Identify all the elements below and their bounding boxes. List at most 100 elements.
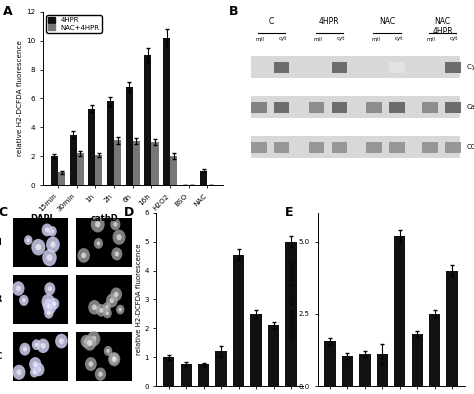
FancyBboxPatch shape	[422, 102, 438, 113]
FancyBboxPatch shape	[422, 141, 438, 152]
Ellipse shape	[77, 248, 90, 263]
Ellipse shape	[52, 301, 56, 306]
FancyBboxPatch shape	[251, 56, 460, 78]
Ellipse shape	[89, 361, 93, 367]
Ellipse shape	[92, 305, 97, 310]
Text: m/l: m/l	[313, 36, 322, 41]
Bar	[13, 218, 68, 266]
Ellipse shape	[33, 370, 36, 374]
Ellipse shape	[17, 369, 22, 375]
FancyBboxPatch shape	[366, 141, 382, 152]
Ellipse shape	[27, 238, 30, 242]
Bar	[77, 153, 84, 185]
FancyBboxPatch shape	[274, 62, 290, 73]
Ellipse shape	[23, 347, 27, 352]
Ellipse shape	[87, 331, 100, 346]
Ellipse shape	[45, 227, 49, 232]
FancyBboxPatch shape	[251, 141, 266, 152]
Ellipse shape	[32, 339, 41, 350]
Ellipse shape	[59, 338, 64, 344]
Ellipse shape	[41, 343, 46, 349]
Ellipse shape	[112, 356, 116, 361]
Ellipse shape	[91, 336, 96, 342]
Ellipse shape	[47, 311, 51, 315]
Bar	[324, 341, 336, 386]
Text: HPR: HPR	[0, 295, 2, 304]
Ellipse shape	[55, 334, 68, 348]
Ellipse shape	[96, 304, 107, 317]
FancyBboxPatch shape	[251, 136, 460, 158]
Bar	[76, 218, 132, 266]
Bar	[216, 351, 227, 386]
Ellipse shape	[81, 253, 86, 258]
FancyBboxPatch shape	[251, 102, 266, 113]
Ellipse shape	[98, 372, 103, 377]
Ellipse shape	[42, 294, 55, 310]
Ellipse shape	[47, 303, 52, 310]
Text: Cyt c: Cyt c	[467, 64, 474, 70]
Ellipse shape	[118, 308, 122, 312]
Ellipse shape	[94, 238, 103, 249]
Ellipse shape	[106, 349, 110, 353]
Bar	[114, 140, 121, 185]
Ellipse shape	[97, 241, 100, 245]
Text: C: C	[0, 206, 7, 219]
FancyBboxPatch shape	[389, 62, 405, 73]
Ellipse shape	[29, 357, 41, 372]
Text: COXIV: COXIV	[467, 144, 474, 150]
Ellipse shape	[83, 335, 96, 351]
Bar	[411, 334, 423, 386]
Bar	[394, 236, 405, 386]
Bar	[13, 275, 68, 324]
Ellipse shape	[47, 286, 52, 291]
Ellipse shape	[116, 305, 124, 314]
Ellipse shape	[30, 367, 39, 377]
FancyBboxPatch shape	[309, 102, 324, 113]
Ellipse shape	[91, 216, 105, 232]
Text: B: B	[229, 5, 238, 18]
Ellipse shape	[112, 357, 117, 362]
FancyBboxPatch shape	[389, 141, 405, 152]
FancyBboxPatch shape	[389, 102, 405, 113]
Ellipse shape	[103, 302, 111, 312]
Bar	[13, 333, 68, 381]
Bar	[76, 333, 132, 381]
Ellipse shape	[113, 222, 118, 227]
Text: m/l: m/l	[427, 36, 436, 41]
Bar	[359, 354, 371, 386]
Bar	[285, 242, 297, 386]
Ellipse shape	[110, 218, 120, 230]
Ellipse shape	[85, 357, 97, 371]
Text: DAPI: DAPI	[31, 214, 53, 223]
Bar	[233, 255, 244, 386]
FancyBboxPatch shape	[331, 141, 347, 152]
Text: cyt: cyt	[337, 36, 345, 41]
Bar	[95, 155, 102, 185]
FancyBboxPatch shape	[331, 62, 347, 73]
Ellipse shape	[31, 239, 46, 255]
Ellipse shape	[12, 281, 25, 296]
Y-axis label: cytosolic cyt c (ng/ml): cytosolic cyt c (ng/ml)	[290, 260, 296, 338]
Ellipse shape	[105, 305, 109, 309]
Ellipse shape	[37, 338, 49, 353]
FancyBboxPatch shape	[366, 102, 382, 113]
Bar	[198, 364, 210, 386]
FancyBboxPatch shape	[445, 141, 461, 152]
FancyBboxPatch shape	[445, 62, 461, 73]
Ellipse shape	[43, 299, 56, 314]
Ellipse shape	[50, 242, 55, 248]
Bar	[144, 55, 151, 185]
Y-axis label: relative H2-DCFDA fluorescence: relative H2-DCFDA fluorescence	[17, 41, 23, 156]
Ellipse shape	[110, 288, 122, 301]
Ellipse shape	[104, 346, 112, 356]
Text: cathD: cathD	[91, 214, 118, 223]
Bar	[342, 356, 353, 386]
Text: A: A	[3, 5, 13, 18]
Ellipse shape	[111, 247, 122, 260]
Ellipse shape	[42, 223, 53, 236]
Ellipse shape	[33, 363, 45, 376]
Ellipse shape	[46, 236, 60, 253]
Bar	[133, 141, 140, 185]
Bar	[70, 135, 77, 185]
Ellipse shape	[109, 298, 114, 303]
